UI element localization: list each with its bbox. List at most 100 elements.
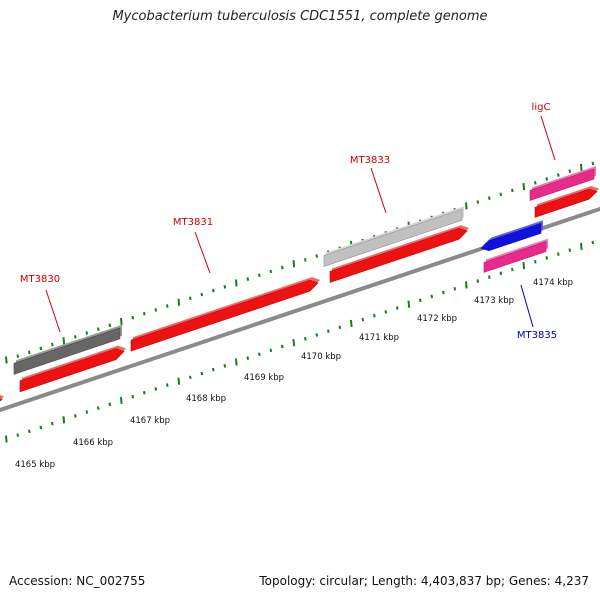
scale-tick: [591, 161, 595, 166]
scale-tick: [143, 311, 146, 316]
scale-tick: [120, 317, 123, 326]
scale-tick: [246, 356, 250, 360]
scale-tick: [143, 390, 146, 395]
scale-tick: [246, 277, 250, 281]
scale-tick: [350, 319, 353, 328]
scale-tick: [62, 416, 66, 424]
scale-tick: [545, 256, 549, 260]
scale-tick: [235, 358, 238, 366]
scale-tick: [407, 300, 411, 308]
scale-label: 4169 kbp: [244, 373, 284, 383]
scale-tick: [212, 367, 215, 372]
feature-label: MT3833: [350, 155, 390, 166]
scale-tick: [28, 350, 31, 355]
scale-label: 4174 kbp: [533, 278, 573, 288]
scale-tick: [177, 377, 181, 385]
scale-label: 4168 kbp: [186, 394, 226, 404]
map-title: Mycobacterium tuberculosis CDC1551, comp…: [112, 9, 488, 24]
gene-arrow-mt3835-pink: [483, 238, 548, 273]
gene-arrow-mt3830-gray: [13, 324, 122, 375]
scale-tick: [499, 271, 503, 276]
outer-tick-row: [5, 161, 595, 364]
scale-tick: [442, 290, 445, 295]
scale-tick: [430, 294, 434, 299]
inner-tick-row: [5, 240, 595, 443]
scale-tick: [189, 375, 192, 380]
scale-tick: [511, 267, 514, 272]
scale-tick: [522, 183, 526, 191]
feature-leader-line: [45, 289, 61, 333]
feature-leader-line: [520, 284, 534, 328]
scale-tick: [108, 402, 112, 407]
scale-label: 4173 kbp: [474, 296, 514, 306]
feature-leader-line: [194, 231, 211, 274]
scale-tick: [258, 352, 261, 357]
scale-tick: [166, 304, 169, 308]
scale-tick: [200, 292, 204, 297]
feature-leader-line: [540, 115, 556, 161]
scale-tick: [304, 337, 307, 341]
scale-tick: [568, 248, 572, 253]
scale-tick: [166, 383, 169, 387]
scale-tick: [269, 348, 273, 353]
scale-tick: [28, 429, 31, 434]
scale-tick: [223, 364, 227, 368]
scale-tick: [419, 298, 422, 303]
scale-tick: [315, 333, 319, 337]
feature-label: MT3835: [517, 330, 557, 341]
gene-arrow-mt3831: [130, 277, 320, 352]
feature-label: MT3830: [20, 274, 60, 285]
gene-arrow-ligc-pink: [529, 166, 596, 201]
scale-tick: [16, 354, 20, 358]
scale-tick: [373, 313, 376, 318]
scale-tick: [74, 414, 77, 418]
scale-tick: [5, 356, 8, 364]
scale-tick: [108, 323, 112, 328]
scale-tick: [154, 387, 158, 391]
scale-tick: [315, 254, 319, 258]
scale-tick: [51, 421, 54, 426]
scale-tick: [476, 200, 480, 204]
accession-text: Accession: NC_002755: [9, 574, 146, 588]
scale-tick: [534, 259, 537, 264]
label-layer: 4165 kbp 4166 kbp 4167 kbp 4168 kbp 4169 kbp…: [15, 102, 573, 470]
scale-tick: [120, 396, 123, 405]
scale-tick: [154, 308, 158, 312]
scale-tick: [85, 410, 89, 414]
scale-tick: [39, 346, 43, 351]
scale-tick: [304, 258, 307, 262]
scale-tick: [62, 337, 66, 345]
gene-arrow-left-edge: [0, 395, 4, 402]
scale-tick: [465, 202, 468, 210]
scale-label: 4166 kbp: [73, 438, 113, 448]
scale-tick: [200, 371, 204, 376]
scale-tick: [292, 260, 296, 268]
scale-tick: [488, 196, 491, 200]
scale-tick: [212, 288, 215, 293]
feature-label: ligC: [532, 102, 551, 113]
scale-tick: [361, 317, 365, 322]
gene-arrow-mt3833-gray: [323, 206, 464, 267]
scale-tick: [281, 265, 284, 270]
scale-tick: [223, 285, 227, 289]
scale-tick: [97, 406, 100, 410]
scale-tick: [580, 242, 583, 250]
scale-tick: [511, 188, 514, 193]
scale-tick: [39, 425, 43, 430]
scale-tick: [51, 342, 54, 347]
scale-tick: [235, 279, 238, 287]
scale-tick: [557, 173, 560, 177]
gene-arrow-mt3833: [329, 225, 469, 283]
scale-tick: [499, 192, 503, 197]
gene-arrow-mt3835: [480, 220, 543, 251]
scale-tick: [16, 433, 20, 437]
scale-tick: [131, 394, 135, 399]
scale-tick: [131, 315, 135, 320]
scale-tick: [396, 306, 399, 310]
scale-label: 4165 kbp: [15, 460, 55, 470]
scale-tick: [269, 269, 273, 274]
scale-label: 4167 kbp: [130, 416, 170, 426]
scale-tick: [189, 296, 192, 301]
